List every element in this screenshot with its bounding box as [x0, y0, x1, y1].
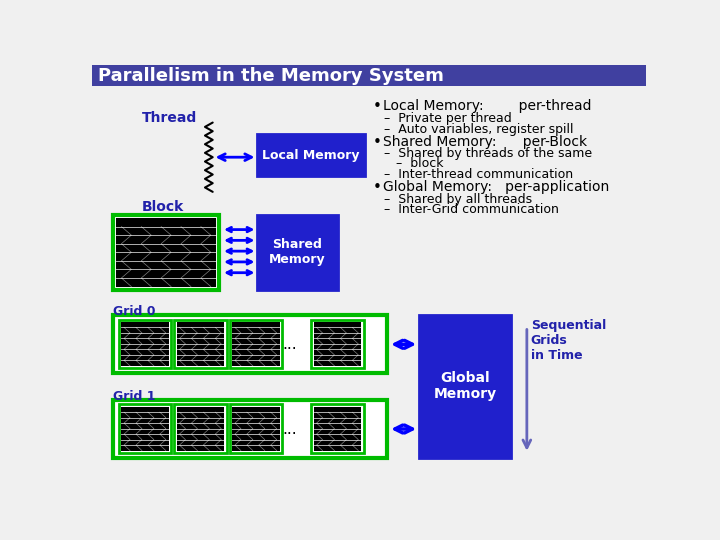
- Text: •: •: [373, 135, 382, 150]
- Bar: [121, 407, 168, 450]
- Text: –  Shared by all threads: – Shared by all threads: [384, 193, 533, 206]
- Bar: [119, 404, 171, 453]
- Text: –  Private per thread: – Private per thread: [384, 112, 512, 125]
- Bar: [230, 404, 282, 453]
- Bar: [230, 320, 282, 368]
- Bar: [174, 404, 227, 453]
- Text: –  block: – block: [396, 157, 444, 170]
- Text: Local Memory: Local Memory: [263, 149, 360, 162]
- Bar: [257, 134, 365, 177]
- Text: Sequential
Grids
in Time: Sequential Grids in Time: [531, 319, 606, 362]
- Text: –  Auto variables, register spill: – Auto variables, register spill: [384, 123, 574, 136]
- Text: Global Memory:   per-application: Global Memory: per-application: [383, 180, 609, 194]
- Text: –  Inter-Grid communication: – Inter-Grid communication: [384, 204, 559, 217]
- Bar: [176, 322, 224, 366]
- Text: ...: ...: [282, 422, 297, 436]
- Text: Global
Memory: Global Memory: [433, 371, 497, 401]
- Bar: [257, 215, 338, 289]
- Text: Grid 1: Grid 1: [113, 390, 156, 403]
- Text: Thread: Thread: [142, 111, 197, 125]
- Bar: [174, 320, 227, 368]
- Text: Block: Block: [142, 200, 184, 213]
- Text: –  Shared by threads of the same: – Shared by threads of the same: [384, 147, 593, 160]
- Bar: [311, 404, 364, 453]
- Bar: [113, 315, 387, 373]
- Bar: [314, 322, 361, 366]
- Bar: [232, 322, 279, 366]
- Bar: [311, 320, 364, 368]
- Bar: [119, 320, 171, 368]
- Bar: [176, 407, 224, 450]
- Text: –  Inter-thread communication: – Inter-thread communication: [384, 168, 574, 181]
- Bar: [121, 322, 168, 366]
- Text: •: •: [373, 99, 382, 114]
- Bar: [92, 65, 647, 85]
- Bar: [232, 407, 279, 450]
- Bar: [113, 215, 219, 289]
- Bar: [113, 400, 387, 457]
- Bar: [419, 315, 511, 457]
- Bar: [314, 407, 361, 450]
- Bar: [117, 218, 216, 287]
- Text: Grid 0: Grid 0: [113, 305, 156, 318]
- Text: •: •: [373, 180, 382, 195]
- Text: Local Memory:        per-thread: Local Memory: per-thread: [383, 99, 591, 113]
- Text: Parallelism in the Memory System: Parallelism in the Memory System: [98, 66, 444, 85]
- Text: ...: ...: [282, 337, 297, 352]
- Text: Shared
Memory: Shared Memory: [269, 238, 325, 266]
- Text: Shared Memory:      per-Block: Shared Memory: per-Block: [383, 135, 587, 149]
